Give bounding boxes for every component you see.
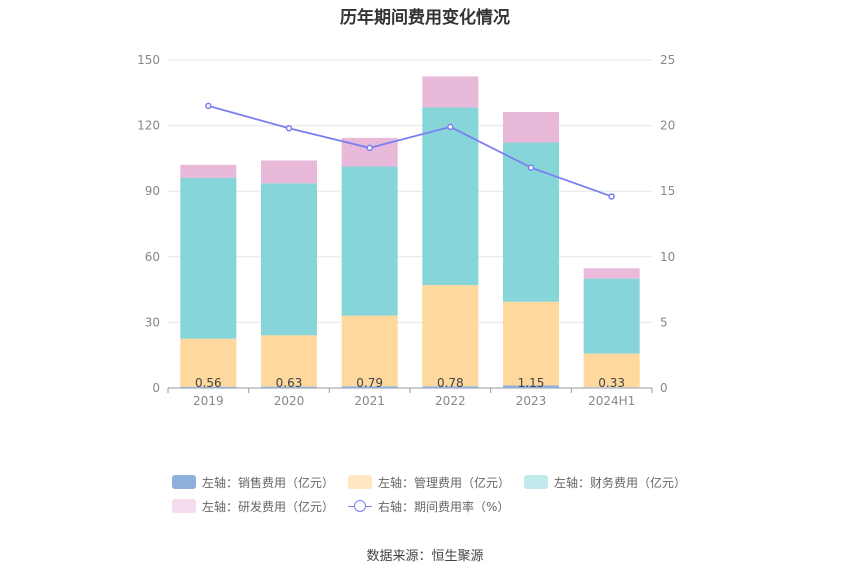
bar-segment-0 — [503, 385, 559, 388]
x-tick-label: 2023 — [516, 394, 547, 408]
rate-point — [447, 123, 454, 131]
rate-point — [205, 102, 212, 110]
legend-item-sales[interactable]: 左轴：销售费用（亿元） — [172, 474, 334, 491]
bar-segment-2 — [583, 278, 640, 354]
legend-label-rate: 右轴：期间费用率（%） — [378, 499, 510, 514]
bar-segment-2 — [422, 107, 479, 286]
legend-item-rate[interactable]: 右轴：期间费用率（%） — [348, 498, 509, 515]
data-label: 0.56 — [195, 376, 222, 390]
legend-item-rnd[interactable]: 左轴：研发费用（亿元） — [172, 498, 334, 515]
right-tick-label: 0 — [660, 381, 668, 395]
data-label: 0.79 — [356, 376, 383, 390]
legend-item-admin[interactable]: 左轴：管理费用（亿元） — [348, 474, 510, 491]
legend-item-finance[interactable]: 左轴：财务费用（亿元） — [524, 474, 686, 491]
left-tick-label: 90 — [145, 184, 160, 198]
x-tick-label: 2020 — [274, 394, 305, 408]
bar-segment-1 — [422, 285, 479, 387]
left-tick-label: 0 — [152, 381, 160, 395]
left-tick-label: 30 — [145, 315, 160, 329]
legend-swatch-rnd — [172, 499, 196, 513]
right-tick-label: 25 — [660, 53, 675, 67]
right-tick-label: 15 — [660, 184, 675, 198]
grid-lines — [168, 59, 652, 389]
bar-segment-2 — [261, 183, 317, 336]
rate-point — [285, 124, 293, 132]
rate-line — [208, 105, 612, 198]
legend-label-sales: 左轴：销售费用（亿元） — [202, 475, 335, 490]
bar-segment-3 — [180, 164, 237, 178]
bar-segment-1 — [503, 301, 559, 386]
left-tick-label: 150 — [137, 53, 160, 67]
legend-swatch-sales — [172, 475, 196, 489]
rate-point — [527, 164, 535, 171]
right-tick-label: 10 — [660, 250, 675, 264]
bar-series — [180, 76, 640, 388]
legend-swatch-admin — [348, 475, 373, 489]
legend-label-rnd: 左轴：研发费用（亿元） — [202, 499, 335, 514]
bar-segment-0 — [341, 386, 398, 388]
bar-segment-3 — [422, 76, 479, 108]
bar-segment-0 — [261, 386, 317, 388]
data-label: 0.63 — [276, 376, 303, 390]
legend: 左轴：销售费用（亿元） 左轴：管理费用（亿元） 左轴：财务费用（亿元） 左轴：研… — [172, 470, 732, 518]
left-tick-label: 60 — [145, 250, 160, 264]
bar-segment-0 — [583, 387, 640, 388]
bar-segment-2 — [180, 177, 237, 339]
bar-segment-0 — [180, 386, 237, 388]
left-tick-label: 120 — [137, 119, 160, 133]
legend-swatch-rate-icon — [348, 499, 373, 513]
right-tick-label: 20 — [660, 119, 675, 133]
x-tick-label: 2019 — [193, 394, 224, 408]
data-labels: 0.56 0.63 0.79 0.78 1.15 0.33 — [195, 376, 625, 390]
bar-segment-1 — [180, 338, 237, 387]
legend-label-finance: 左轴：财务费用（亿元） — [554, 475, 687, 490]
chart-title: 历年期间费用变化情况 — [340, 8, 510, 28]
bar-segment-2 — [341, 166, 398, 316]
rate-point — [608, 193, 615, 200]
x-tick-label: 2021 — [354, 394, 385, 408]
bar-segment-1 — [341, 315, 398, 387]
right-tick-label: 5 — [660, 315, 668, 329]
legend-swatch-finance — [524, 475, 549, 489]
axes: 0 30 60 90 120 150 0 5 10 15 20 25 2019 2020 2021 2022 2… — [137, 53, 675, 408]
data-label: 1.15 — [518, 376, 545, 390]
bar-segment-1 — [583, 353, 640, 388]
legend-label-admin: 左轴：管理费用（亿元） — [378, 475, 511, 490]
bar-segment-1 — [261, 335, 317, 387]
source-note: 数据来源：恒生聚源 — [366, 549, 484, 564]
data-label: 0.78 — [437, 376, 464, 390]
bar-segment-3 — [261, 160, 317, 184]
data-label: 0.33 — [598, 376, 625, 390]
x-tick-label: 2022 — [435, 394, 466, 408]
x-tick-label: 2024H1 — [588, 394, 635, 408]
bar-segment-3 — [503, 111, 559, 143]
bar-segment-3 — [583, 268, 640, 279]
rate-line-series — [205, 102, 615, 200]
rate-point — [366, 144, 373, 152]
bar-segment-0 — [422, 386, 479, 388]
